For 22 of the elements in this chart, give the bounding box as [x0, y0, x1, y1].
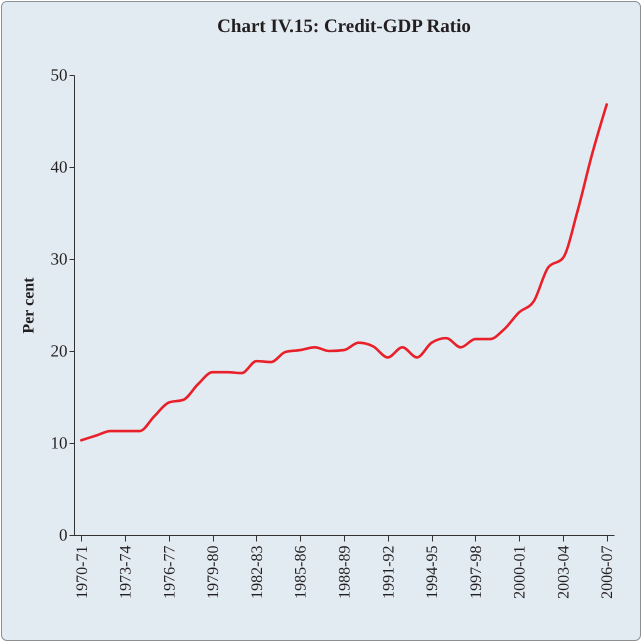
x-tick-label: 1994-95 — [424, 546, 442, 599]
x-tick-label: 1973-74 — [118, 546, 135, 599]
y-tick-label: 0 — [59, 526, 68, 544]
x-tick-label: 2003-04 — [555, 546, 572, 599]
line-series — [80, 103, 608, 442]
x-tick-label: 1976-77 — [161, 546, 178, 599]
x-tick-label: 1991-92 — [380, 546, 398, 599]
chart-title: Chart IV.15: Credit-GDP Ratio — [217, 16, 471, 37]
y-tick-label: 20 — [50, 342, 68, 360]
y-tick-label: 10 — [50, 434, 68, 452]
x-tick-label: 2000-01 — [512, 546, 529, 599]
x-tick-label: 2006-07 — [599, 546, 616, 599]
x-tick-label: 1988-89 — [336, 546, 354, 599]
x-tick-label: 1985-86 — [292, 546, 310, 599]
x-tick-label: 1979-80 — [205, 546, 222, 599]
x-tick-label: 1997-98 — [468, 546, 485, 599]
x-tick-label: 1970-71 — [74, 546, 91, 599]
x-tick-label: 1982-83 — [248, 546, 266, 599]
y-axis-title: Per cent — [20, 276, 38, 334]
y-tick-label: 50 — [50, 66, 68, 84]
y-tick-label: 30 — [50, 250, 68, 268]
y-tick-label: 40 — [50, 158, 68, 176]
